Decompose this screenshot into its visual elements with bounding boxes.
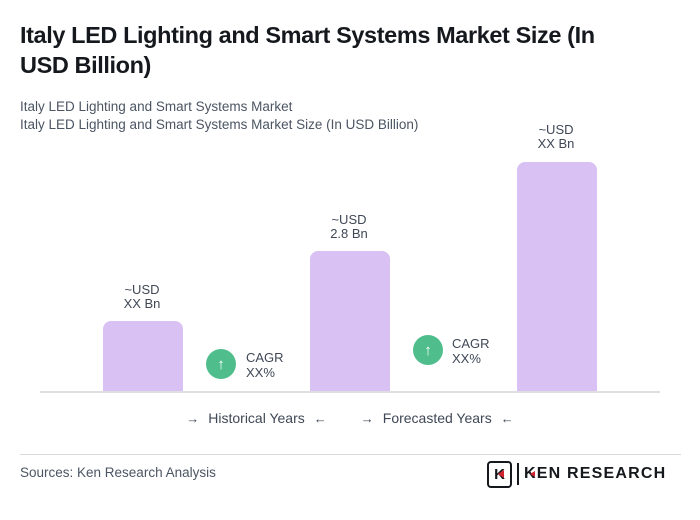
legend-group-historical: → Historical Years ← bbox=[186, 410, 327, 426]
bar-value-label: ~USD XX Bn bbox=[123, 282, 161, 311]
logo-wordmark-text: KEN RESEARCH bbox=[524, 465, 667, 482]
bar-historical-1 bbox=[103, 321, 183, 391]
footer-divider bbox=[20, 454, 681, 455]
cagr-label: CAGR XX% bbox=[452, 336, 490, 366]
bar-value-label: ~USD XX Bn bbox=[537, 122, 575, 151]
bar-historical-2 bbox=[310, 251, 390, 391]
bar-forecast bbox=[517, 162, 597, 391]
subtitle-line-2: Italy LED Lighting and Smart Systems Mar… bbox=[20, 117, 419, 132]
logo-separator bbox=[517, 463, 519, 485]
arrow-left-icon: ← bbox=[313, 410, 327, 426]
ken-research-logo: K KEN RESEARCH bbox=[487, 460, 666, 488]
cagr-up-arrow-icon: ↑ bbox=[413, 335, 443, 365]
arrow-right-icon: → bbox=[186, 410, 200, 426]
legend-group-forecasted: → Forecasted Years ← bbox=[361, 410, 514, 426]
x-axis-group-legend: → Historical Years ← → Forecasted Years … bbox=[0, 410, 700, 426]
logo-red-arrow-icon bbox=[498, 470, 504, 478]
subtitle-line-1: Italy LED Lighting and Smart Systems Mar… bbox=[20, 99, 293, 114]
cagr-up-arrow-icon: ↑ bbox=[206, 349, 236, 379]
legend-label-forecasted: Forecasted Years bbox=[382, 410, 492, 426]
arrow-right-icon: → bbox=[360, 410, 374, 426]
x-axis-line bbox=[40, 391, 660, 393]
logo-red-arrow-icon bbox=[530, 471, 535, 477]
legend-label-historical: Historical Years bbox=[208, 410, 305, 426]
ken-research-logo-icon: K bbox=[487, 460, 512, 488]
arrow-up-icon: ↑ bbox=[217, 355, 225, 373]
page-title: Italy LED Lighting and Smart Systems Mar… bbox=[20, 22, 595, 78]
bar-value-label: ~USD 2.8 Bn bbox=[330, 212, 368, 241]
arrow-up-icon: ↑ bbox=[424, 341, 432, 359]
cagr-label: CAGR XX% bbox=[246, 350, 284, 380]
logo-wordmark: KEN RESEARCH bbox=[524, 465, 666, 483]
arrow-left-icon: ← bbox=[500, 410, 514, 426]
sources-text: Sources: Ken Research Analysis bbox=[20, 465, 216, 480]
